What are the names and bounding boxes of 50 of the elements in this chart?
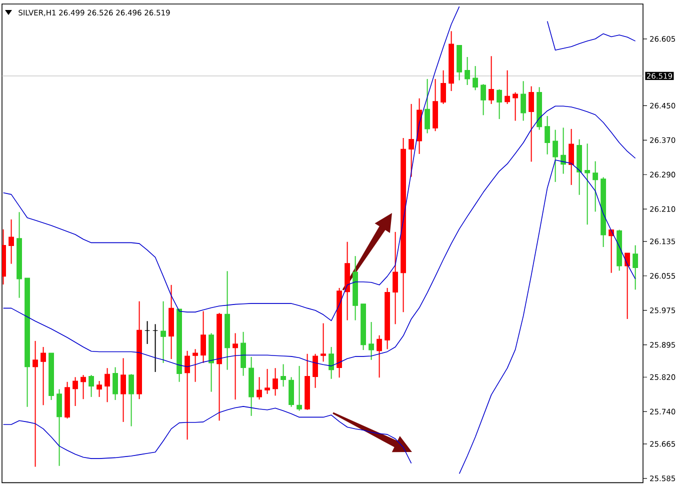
candlestick (392, 231, 398, 325)
candlestick (504, 70, 510, 104)
candlestick (8, 218, 14, 264)
candlestick (560, 127, 566, 174)
candlestick (152, 324, 158, 372)
candlestick (528, 86, 534, 162)
candlestick (520, 80, 526, 122)
candlestick (296, 365, 302, 412)
candlestick (376, 334, 382, 378)
candlestick (408, 103, 414, 178)
candlestick (464, 56, 470, 86)
candlestick (88, 374, 94, 398)
candlestick (40, 346, 46, 406)
candlestick (552, 129, 558, 182)
candlestick (160, 300, 166, 364)
candlestick (592, 160, 598, 212)
candlestick (232, 332, 238, 400)
candlestick (272, 368, 278, 396)
candlestick (312, 353, 318, 388)
candlestick (56, 388, 62, 466)
candlestick (280, 364, 286, 388)
candlestick (424, 78, 430, 134)
candlestick (544, 116, 550, 155)
candlestick (192, 348, 198, 382)
candlestick (264, 368, 270, 394)
candlestick (200, 310, 206, 364)
candlestick (112, 366, 118, 400)
candlestick (632, 244, 638, 290)
candlestick (368, 321, 374, 360)
candlestick (128, 374, 134, 427)
candlestick (480, 84, 486, 116)
candlestick (512, 92, 518, 122)
candlestick (104, 368, 110, 403)
candlestick (328, 346, 334, 380)
candlestick (96, 380, 102, 398)
candlestick (80, 374, 86, 400)
candlestick (32, 340, 38, 468)
candlestick (584, 143, 590, 226)
candlestick (440, 70, 446, 104)
candlestick (488, 56, 494, 104)
candlestick (256, 376, 262, 400)
candlestick (624, 252, 630, 320)
candlestick (568, 128, 574, 186)
candlestick (120, 358, 126, 422)
candlestick (72, 376, 78, 407)
candlestick (320, 322, 326, 362)
candlestick (496, 88, 502, 120)
candlestick (472, 66, 478, 91)
candlestick (184, 350, 190, 440)
candlestick (144, 320, 150, 344)
